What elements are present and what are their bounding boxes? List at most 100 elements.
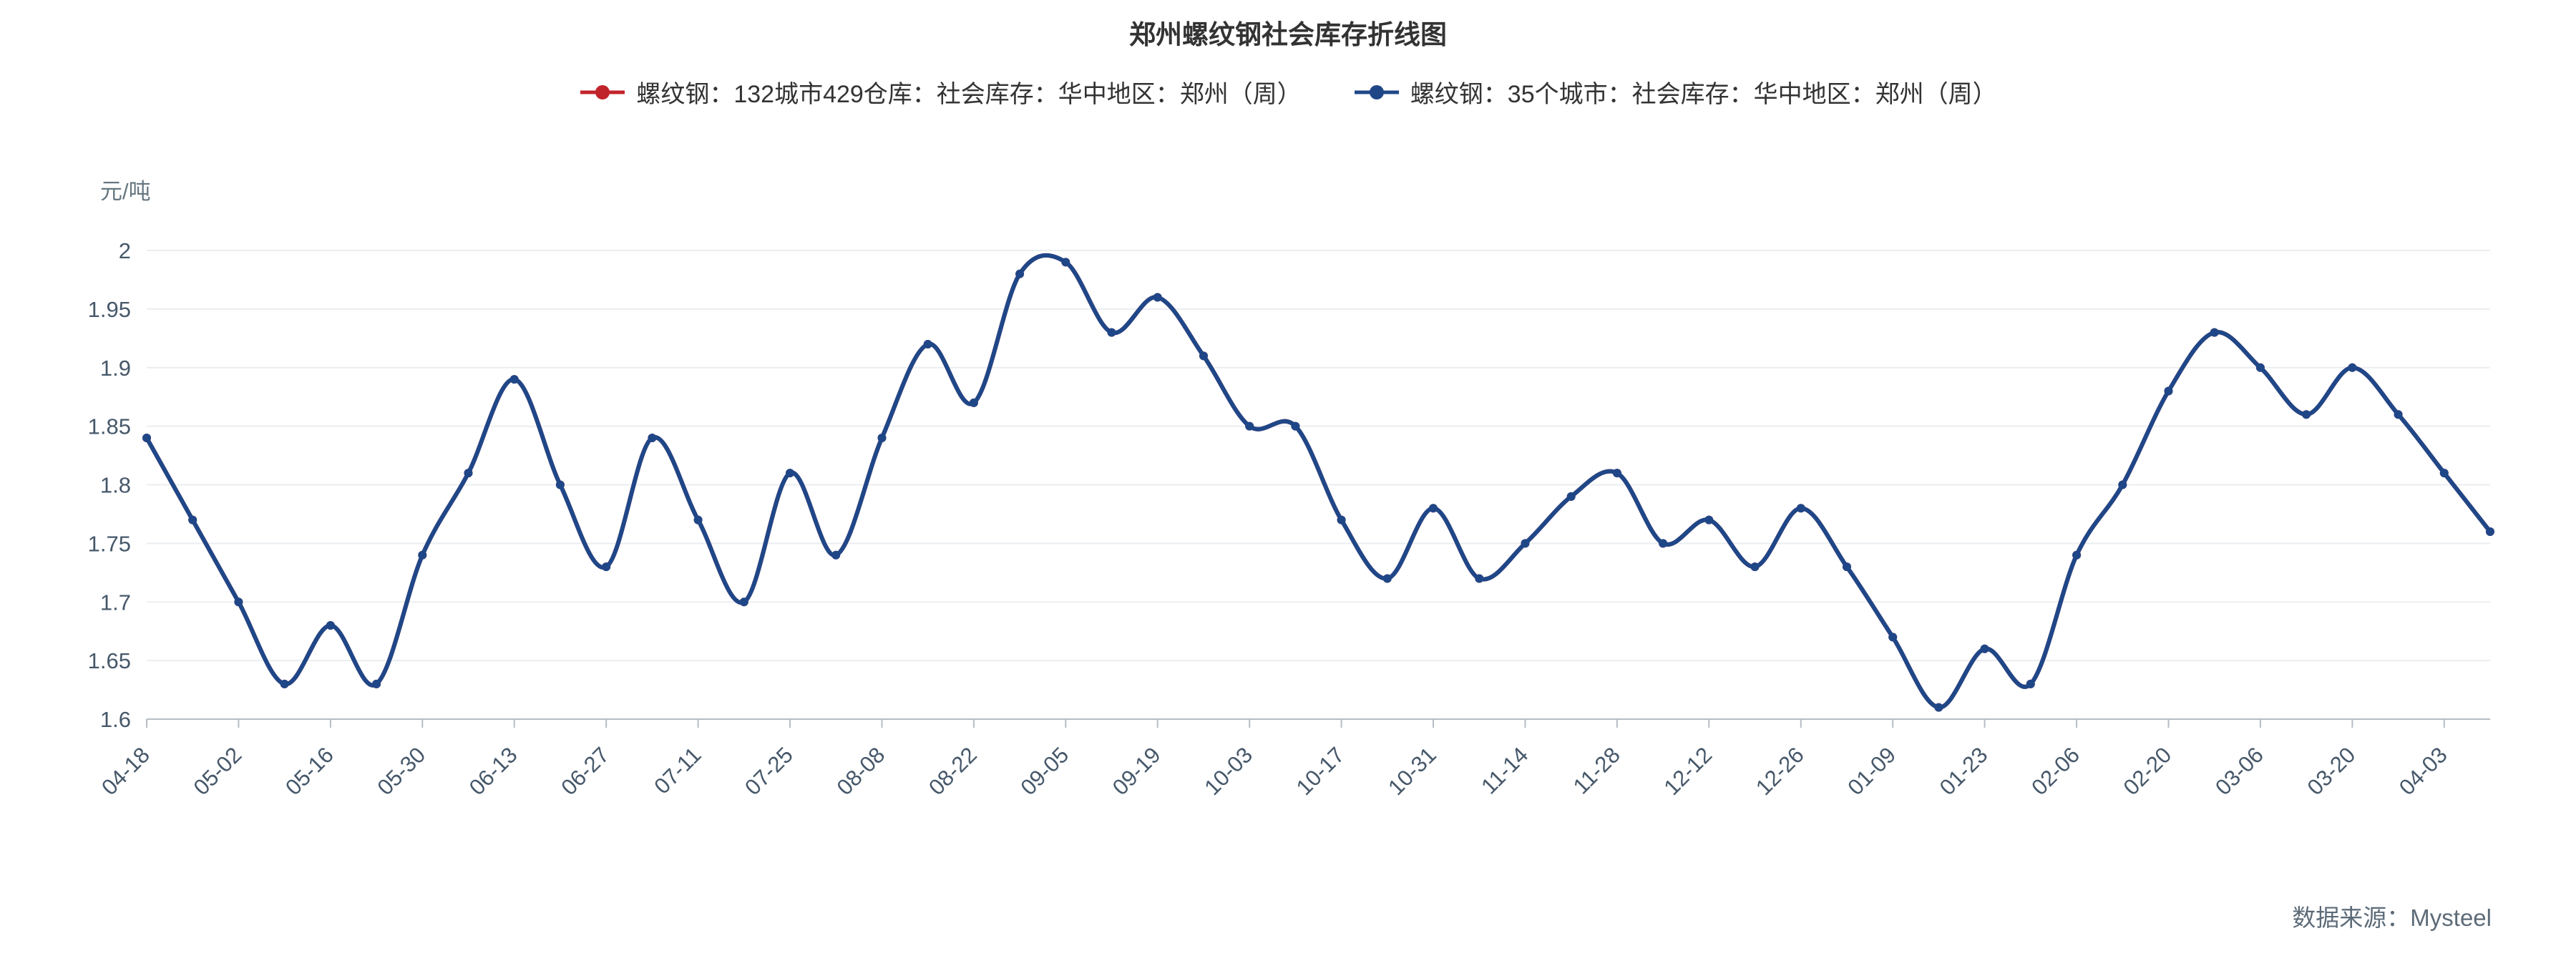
data-point	[1429, 504, 1438, 513]
data-point	[1107, 328, 1116, 337]
data-point	[2026, 679, 2035, 688]
data-point	[188, 515, 197, 525]
chart-title: 郑州螺纹钢社会库存折线图	[1129, 20, 1447, 49]
y-tick-label: 1.95	[88, 297, 131, 322]
x-tick-label: 08-08	[832, 742, 890, 800]
data-point	[1291, 421, 1300, 431]
x-tick-label: 06-13	[464, 742, 522, 800]
y-tick-label: 1.7	[100, 590, 131, 615]
data-point	[2255, 363, 2265, 372]
data-source: 数据来源：Mysteel	[2292, 904, 2492, 931]
data-point	[2302, 410, 2311, 419]
legend-line-marker-icon	[1354, 84, 1399, 99]
data-point	[1245, 421, 1254, 431]
legend-item-0[interactable]: 螺纹钢：132城市429仓库：社会库存：华中地区：郑州（周）	[579, 74, 1302, 109]
y-tick-label: 2	[119, 238, 131, 263]
legend-line-marker-icon	[580, 84, 625, 99]
data-point	[509, 375, 519, 384]
data-point	[1796, 504, 1805, 513]
data-point	[1199, 351, 1208, 361]
data-point	[1475, 574, 1484, 583]
x-tick-label: 09-19	[1108, 742, 1166, 800]
x-tick-label: 05-02	[189, 742, 247, 800]
x-tick-label: 10-17	[1292, 742, 1350, 800]
data-point	[234, 597, 243, 607]
x-tick-label: 07-25	[740, 742, 798, 800]
data-point	[2210, 328, 2219, 337]
legend-item-1[interactable]: 螺纹钢：35个城市：社会库存：华中地区：郑州（周）	[1353, 74, 1997, 109]
y-axis-unit: 元/吨	[100, 179, 151, 204]
data-point	[2164, 386, 2173, 396]
y-tick-label: 1.85	[88, 414, 131, 439]
data-point	[1843, 562, 1851, 572]
data-point	[1015, 269, 1025, 278]
series-line-0	[145, 253, 2492, 710]
x-tick-label: 04-18	[97, 742, 155, 800]
x-tick-label: 02-06	[2026, 742, 2084, 800]
data-point	[2486, 527, 2494, 536]
data-point	[969, 398, 978, 407]
series-line-1	[145, 253, 2492, 710]
x-tick-label: 05-30	[372, 742, 430, 800]
data-point	[923, 340, 932, 348]
y-tick-label: 1.9	[100, 356, 131, 381]
y-tick-label: 1.75	[88, 531, 131, 556]
chart-legend: 螺纹钢：132城市429仓库：社会库存：华中地区：郑州（周） 螺纹钢：35个城市：…	[0, 74, 2576, 109]
x-tick-label: 01-09	[1843, 742, 1901, 800]
data-point	[2348, 363, 2357, 372]
x-tick-label: 11-14	[1476, 742, 1533, 799]
x-tick-label: 03-20	[2303, 742, 2361, 800]
y-tick-label: 1.6	[100, 707, 131, 732]
data-point	[1153, 293, 1162, 302]
data-point	[1659, 539, 1668, 548]
data-point	[693, 515, 703, 525]
data-point	[1750, 562, 1760, 572]
data-point	[464, 469, 473, 478]
data-point	[1934, 703, 1943, 712]
data-point	[1337, 515, 1346, 525]
x-tick-label: 10-31	[1383, 742, 1441, 800]
data-point	[1612, 469, 1621, 478]
data-point	[1061, 258, 1070, 267]
data-point	[2394, 410, 2403, 419]
x-tick-label: 06-27	[556, 742, 614, 800]
x-tick-label: 07-11	[649, 742, 706, 799]
data-point	[1704, 515, 1714, 525]
data-point	[1980, 644, 1989, 653]
x-tick-label: 01-23	[1935, 742, 1993, 800]
y-tick-label: 1.65	[88, 648, 131, 673]
data-point	[739, 597, 748, 607]
data-point	[418, 550, 427, 560]
data-point	[1888, 633, 1898, 642]
data-point	[2072, 550, 2082, 560]
x-tick-label: 05-16	[280, 742, 338, 800]
x-tick-label: 04-03	[2394, 742, 2452, 800]
x-tick-label: 12-26	[1751, 742, 1809, 800]
data-point	[2439, 469, 2449, 478]
data-point	[1521, 539, 1530, 548]
data-point	[831, 550, 841, 560]
legend-label: 螺纹钢：132城市429仓库：社会库存：华中地区：郑州（周）	[636, 81, 1302, 108]
x-tick-label: 11-28	[1568, 742, 1625, 799]
x-tick-label: 02-20	[2119, 742, 2177, 800]
data-point	[280, 679, 289, 688]
data-point	[326, 621, 335, 630]
y-tick-label: 1.8	[100, 473, 131, 498]
data-point	[877, 434, 887, 442]
x-tick-label: 12-12	[1659, 742, 1717, 800]
x-tick-label: 10-03	[1199, 742, 1257, 800]
data-point	[786, 469, 794, 478]
data-point	[648, 434, 657, 442]
data-point	[142, 434, 151, 442]
data-point	[372, 679, 381, 688]
data-point	[2118, 480, 2127, 489]
legend-label: 螺纹钢：35个城市：社会库存：华中地区：郑州（周）	[1410, 81, 1997, 108]
x-tick-label: 09-05	[1015, 742, 1073, 800]
data-point	[1566, 492, 1576, 501]
x-tick-label: 03-06	[2210, 742, 2268, 800]
data-point	[602, 562, 611, 572]
x-tick-label: 08-22	[924, 742, 982, 800]
data-point	[555, 480, 565, 489]
